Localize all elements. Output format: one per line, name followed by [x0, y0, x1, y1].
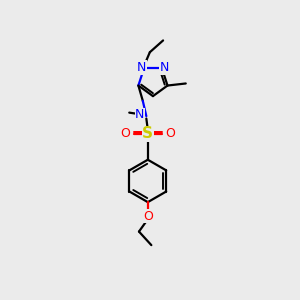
Text: O: O: [165, 127, 175, 140]
Text: S: S: [142, 126, 153, 141]
Text: O: O: [121, 127, 130, 140]
Text: N: N: [137, 61, 146, 74]
Text: O: O: [143, 210, 153, 223]
Text: N: N: [160, 61, 169, 74]
Text: N: N: [135, 108, 145, 121]
